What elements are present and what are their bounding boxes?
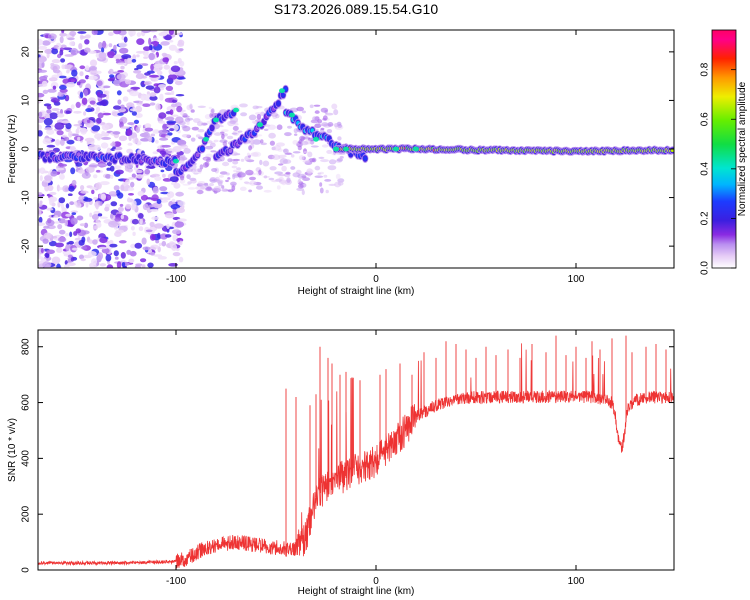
snr-y-tick-label: 0 <box>21 567 32 573</box>
spectrogram-ridge-1 <box>172 108 237 178</box>
colorbar-tick-label: 0.2 <box>700 211 711 225</box>
snr-frame <box>37 329 675 571</box>
spectrogram-y-tick-label: -20 <box>21 238 32 253</box>
spectrogram-ridge-4 <box>332 144 674 156</box>
snr-spikes <box>285 335 667 550</box>
figure-title: S173.2026.089.15.54.G10 <box>273 1 439 17</box>
colorbar-tick-label: 0.4 <box>700 161 711 175</box>
spectrogram-y-axis-label: Frequency (Hz) <box>7 115 18 184</box>
spectrogram-x-tick-label: -100 <box>166 274 186 285</box>
snr-x-tick-label: 100 <box>568 576 585 587</box>
colorbar-tick-label: 0.8 <box>700 62 711 76</box>
spectrogram-y-tick-label: 10 <box>21 94 32 106</box>
spectrogram-x-tick-label: 0 <box>373 274 379 285</box>
snr-panel: -100 0 100 0 200 400 600 800 Height of straight… <box>7 329 675 597</box>
colorbar-tick-label: 0.6 <box>700 112 711 126</box>
snr-x-axis-label: Height of straight line (km) <box>298 586 415 597</box>
colorbar: 0.0 0.2 0.4 0.6 0.8 Normalized spectral ampl… <box>700 29 748 275</box>
spectrogram-ridge-0 <box>38 149 178 169</box>
colorbar-gradient <box>711 29 737 269</box>
colorbar-label: Normalized spectral amplitude <box>737 81 748 216</box>
snr-y-axis-label: SNR (10 * v/v) <box>7 418 18 482</box>
spectrogram-x-tick-label: 100 <box>568 274 585 285</box>
spectrogram-ridge-2 <box>212 84 289 162</box>
snr-y-tick-label: 600 <box>21 394 32 411</box>
snr-y-tick-label: 800 <box>21 338 32 355</box>
colorbar-tick-label: 0.0 <box>700 261 711 275</box>
snr-x-tick-label: 0 <box>373 576 379 587</box>
spectrogram-x-axis-label: Height of straight line (km) <box>298 286 415 297</box>
spectrogram-noise-blobs <box>38 30 346 268</box>
spectrogram-hot-spots <box>173 88 419 164</box>
snr-y-tick-label: 400 <box>21 450 32 467</box>
snr-y-tick-label: 200 <box>21 505 32 522</box>
spectrogram-y-tick-label: 20 <box>21 46 32 58</box>
spectrogram-y-tick-label: 0 <box>21 146 32 152</box>
snr-x-tick-label: -100 <box>166 576 186 587</box>
spectrogram-y-tick-label: -10 <box>21 190 32 205</box>
snr-series-line <box>38 343 674 569</box>
